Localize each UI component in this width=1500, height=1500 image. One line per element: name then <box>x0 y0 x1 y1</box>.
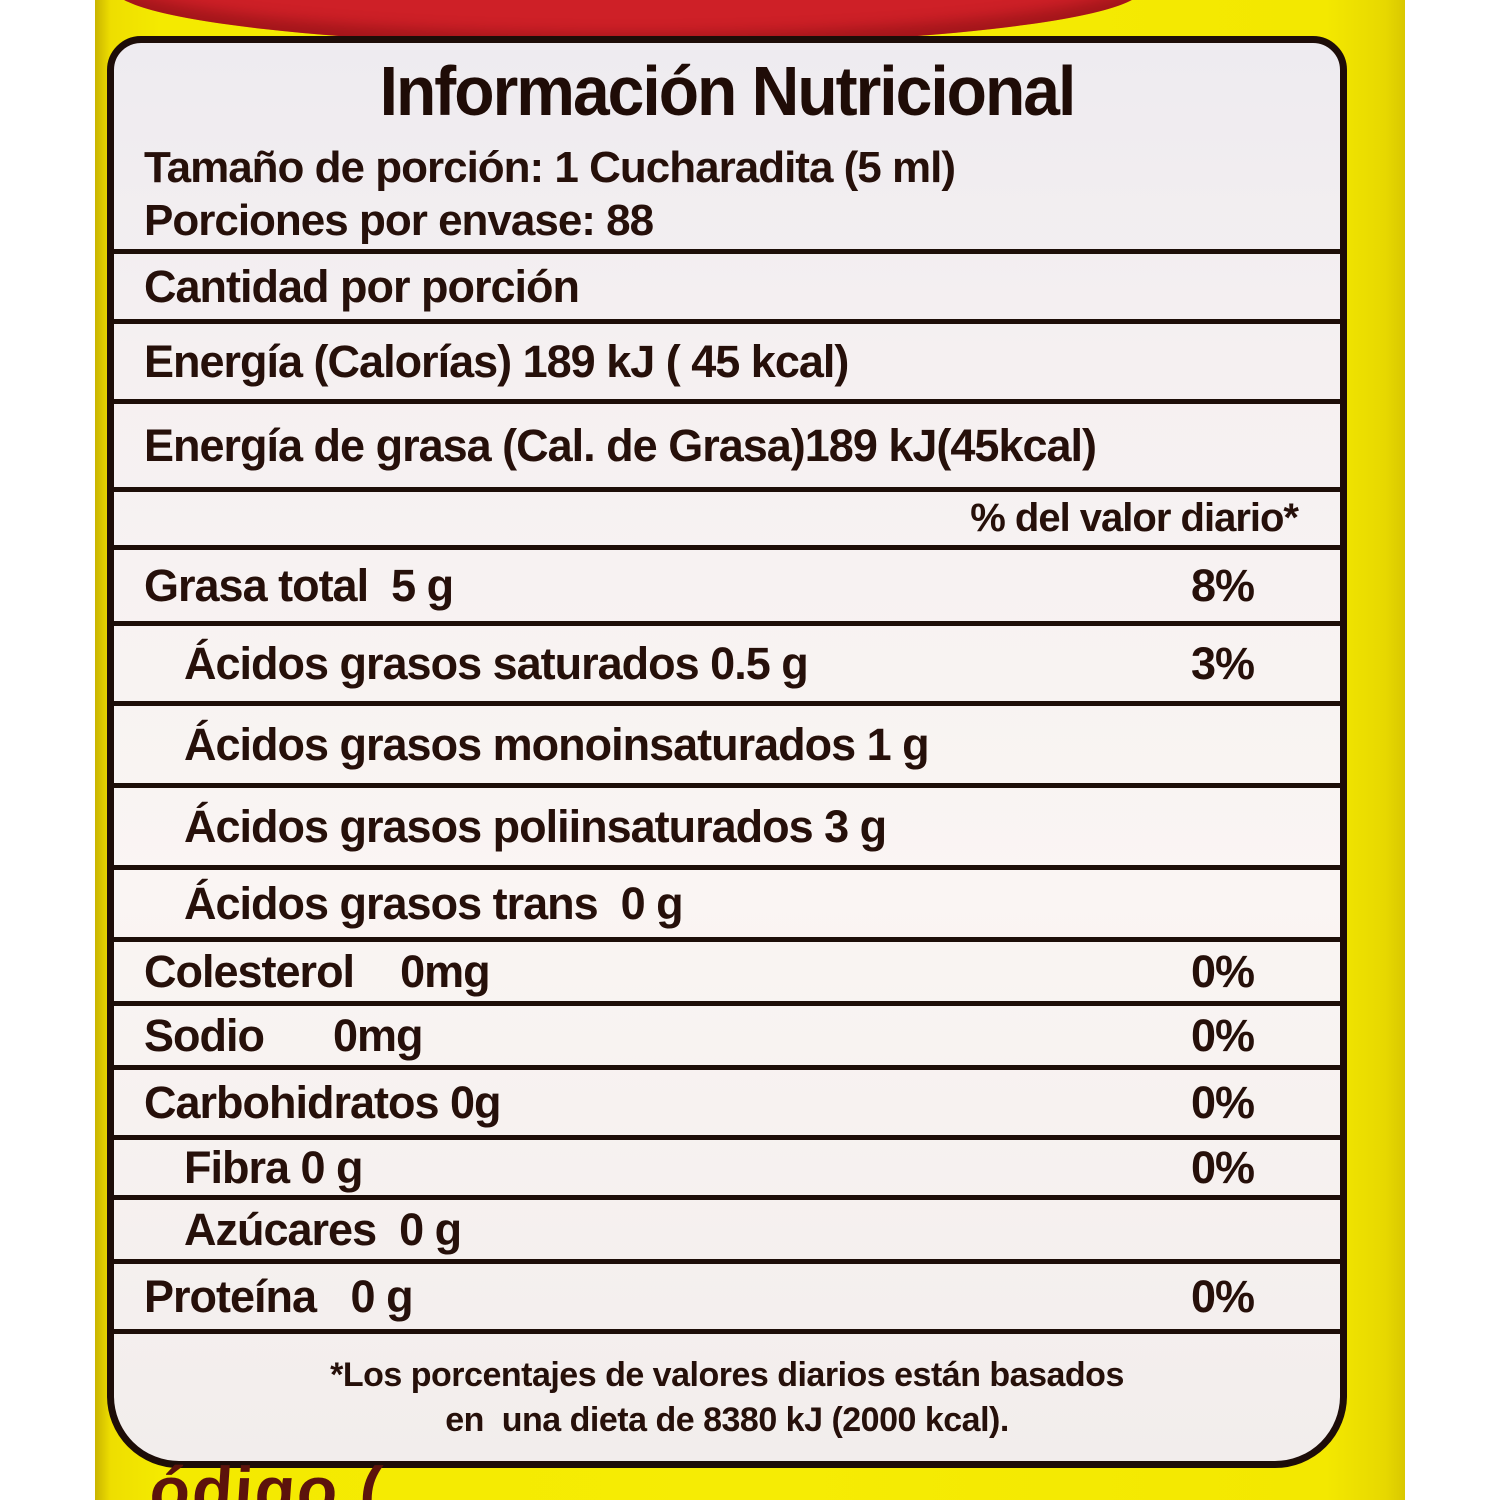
clipped-bottom-text: ódigo ( <box>147 1453 387 1500</box>
serving-info: Tamaño de porción: 1 Cucharadita (5 ml) … <box>114 139 1340 249</box>
serving-size: Tamaño de porción: 1 Cucharadita (5 ml) <box>144 143 956 192</box>
nutrient-label: Cantidad por porción <box>144 260 580 312</box>
nutrition-row: % del valor diario* <box>114 487 1340 545</box>
nutrition-row: Ácidos grasos monoinsaturados 1 g <box>114 701 1340 783</box>
nutrition-row: Ácidos grasos trans 0 g <box>114 865 1340 937</box>
nutrition-facts-panel: Información Nutricional Tamaño de porció… <box>107 36 1347 1468</box>
daily-value: 0% <box>1190 945 1255 997</box>
nutrition-row: Ácidos grasos poliinsaturados 3 g <box>114 783 1340 865</box>
nutrient-label: Fibra 0 g <box>184 1141 364 1193</box>
nutrient-label: Ácidos grasos poliinsaturados 3 g <box>184 800 887 852</box>
nutrition-row: Ácidos grasos saturados 0.5 g 3% <box>114 621 1340 701</box>
nutrition-row: Proteína 0 g 0% <box>114 1259 1340 1329</box>
nutrient-label: Ácidos grasos saturados 0.5 g <box>184 637 809 689</box>
nutrition-row: Sodio 0mg 0% <box>114 1001 1340 1065</box>
daily-value: % del valor diario* <box>970 496 1299 540</box>
daily-value: 0% <box>1190 1141 1255 1193</box>
nutrient-label: Ácidos grasos trans 0 g <box>184 877 684 929</box>
label-background: Información Nutricional Tamaño de porció… <box>95 0 1405 1500</box>
footnote-line-2: en una dieta de 8380 kJ (2000 kcal). <box>445 1400 1009 1439</box>
footnote: *Los porcentajes de valores diarios está… <box>114 1329 1340 1461</box>
nutrient-label: Ácidos grasos monoinsaturados 1 g <box>184 718 930 770</box>
nutrition-row: Carbohidratos 0g 0% <box>114 1065 1340 1135</box>
nutrition-row: Fibra 0 g 0% <box>114 1135 1340 1195</box>
servings-per-container: Porciones por envase: 88 <box>144 196 654 245</box>
page-title: Información Nutricional <box>379 52 1077 130</box>
nutrient-label: Sodio 0mg <box>144 1009 424 1061</box>
nutrient-label: Carbohidratos 0g <box>144 1076 502 1128</box>
nutrition-row: Energía (Calorías) 189 kJ ( 45 kcal) <box>114 319 1340 399</box>
nutrient-label: Energía (Calorías) 189 kJ ( 45 kcal) <box>144 335 849 387</box>
footnote-line-1: *Los porcentajes de valores diarios está… <box>330 1355 1124 1394</box>
nutrition-row: Azúcares 0 g <box>114 1195 1340 1259</box>
nutrition-row: Colesterol 0mg 0% <box>114 937 1340 1001</box>
daily-value: 3% <box>1190 637 1255 689</box>
panel-title-row: Información Nutricional <box>114 43 1340 139</box>
daily-value: 0% <box>1190 1270 1255 1322</box>
daily-value: 0% <box>1190 1076 1255 1128</box>
nutrition-row: Grasa total 5 g 8% <box>114 545 1340 621</box>
daily-value: 0% <box>1190 1009 1255 1061</box>
daily-value: 8% <box>1190 559 1255 611</box>
nutrition-row: Cantidad por porción <box>114 249 1340 319</box>
nutrition-row: Energía de grasa (Cal. de Grasa)189 kJ(4… <box>114 399 1340 487</box>
nutrient-label: Proteína 0 g <box>144 1270 414 1322</box>
nutrient-label: Energía de grasa (Cal. de Grasa)189 kJ(4… <box>144 419 1097 471</box>
nutrient-label: Colesterol 0mg <box>144 945 491 997</box>
nutrient-label: Azúcares 0 g <box>184 1203 462 1255</box>
nutrient-label: Grasa total 5 g <box>144 559 454 611</box>
